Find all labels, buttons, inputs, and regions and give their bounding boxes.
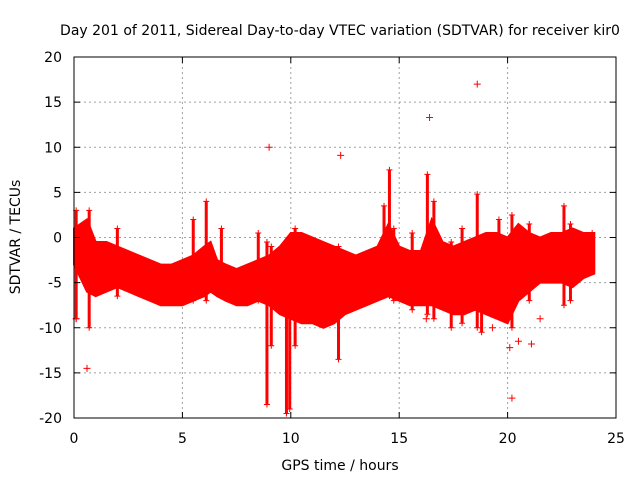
data-point (337, 151, 345, 159)
data-point-marker (474, 324, 481, 331)
data-point (422, 315, 430, 323)
data-layer (72, 80, 596, 417)
data-point-marker (495, 216, 502, 223)
data-point-marker (268, 342, 275, 349)
data-point (536, 315, 544, 323)
data-point-marker (203, 198, 210, 205)
data-point (473, 80, 481, 88)
data-point (83, 364, 91, 372)
data-point-marker (390, 225, 397, 232)
y-tick-label: 20 (44, 50, 62, 66)
data-point-marker (286, 243, 293, 250)
y-tick-label: -15 (39, 366, 62, 382)
x-tick-label: 25 (607, 431, 625, 447)
data-point-marker (283, 239, 290, 246)
data-point-marker (114, 293, 121, 300)
data-point-marker (459, 320, 466, 327)
data-point-marker (448, 324, 455, 331)
data-point-marker (589, 229, 596, 236)
y-axis-label: SDTVAR / TECUs (8, 180, 24, 295)
data-point (506, 344, 514, 352)
y-tick-label: 5 (53, 185, 62, 201)
data-point-marker (526, 297, 533, 304)
y-tick-label: -20 (39, 411, 62, 427)
x-axis-label: GPS time / hours (281, 458, 398, 474)
data-point-marker (560, 202, 567, 209)
data-point-marker (381, 288, 388, 295)
data-point-marker (335, 356, 342, 363)
data-point-marker (508, 324, 515, 331)
data-point-marker (386, 166, 393, 173)
x-tick-label: 5 (178, 431, 187, 447)
axes: 0 5 10 15 20 25 -20 -15 -10 -5 0 5 10 15 20 (39, 50, 625, 447)
y-tick-label: 10 (44, 140, 62, 156)
y-tick-label: -10 (39, 321, 62, 337)
data-point (514, 337, 522, 345)
data-point-marker (114, 225, 121, 232)
data-point-marker (381, 202, 388, 209)
x-tick-label: 0 (70, 431, 79, 447)
data-point-marker (190, 216, 197, 223)
data-point-marker (386, 293, 393, 300)
data-point (426, 113, 434, 121)
data-point-marker (478, 234, 485, 241)
data-point-marker (292, 342, 299, 349)
data-point-marker (430, 315, 437, 322)
data-point-marker (508, 211, 515, 218)
data-point-marker (474, 191, 481, 198)
data-point-marker (203, 297, 210, 304)
data-point-marker (255, 297, 262, 304)
data-point-marker (409, 306, 416, 313)
y-tick-label: 15 (44, 95, 62, 111)
data-point-marker (218, 288, 225, 295)
data-point-marker (567, 297, 574, 304)
data-point-marker (283, 410, 290, 417)
data-point-marker (255, 229, 262, 236)
data-point-marker (495, 311, 502, 318)
data-point-marker (448, 239, 455, 246)
data-point-marker (430, 198, 437, 205)
chart-title: Day 201 of 2011, Sidereal Day-to-day VTE… (60, 23, 620, 39)
data-point-marker (86, 324, 93, 331)
y-tick-label: -5 (48, 276, 62, 292)
data-point (508, 394, 516, 402)
data-point-marker (526, 220, 533, 227)
data-point-marker (478, 329, 485, 336)
data-point-marker (390, 297, 397, 304)
y-tick-label: 0 (53, 231, 62, 247)
data-point-marker (424, 171, 431, 178)
data-point-marker (263, 401, 270, 408)
data-point-marker (567, 220, 574, 227)
data-point-marker (335, 243, 342, 250)
data-point-marker (218, 225, 225, 232)
data-point-marker (286, 405, 293, 412)
data-point-marker (589, 266, 596, 273)
data-point-marker (86, 207, 93, 214)
data-point-marker (263, 239, 270, 246)
data-point-marker (424, 311, 431, 318)
data-point-marker (190, 297, 197, 304)
data-point-marker (292, 225, 299, 232)
data-point-marker (560, 302, 567, 309)
data-point-marker (268, 243, 275, 250)
x-tick-label: 20 (499, 431, 517, 447)
data-point-marker (459, 225, 466, 232)
series-band (73, 216, 596, 329)
data-point-marker (409, 229, 416, 236)
data-point (488, 324, 496, 332)
x-tick-label: 15 (390, 431, 408, 447)
x-tick-label: 10 (282, 431, 300, 447)
data-point (265, 143, 273, 151)
data-point (527, 340, 535, 348)
